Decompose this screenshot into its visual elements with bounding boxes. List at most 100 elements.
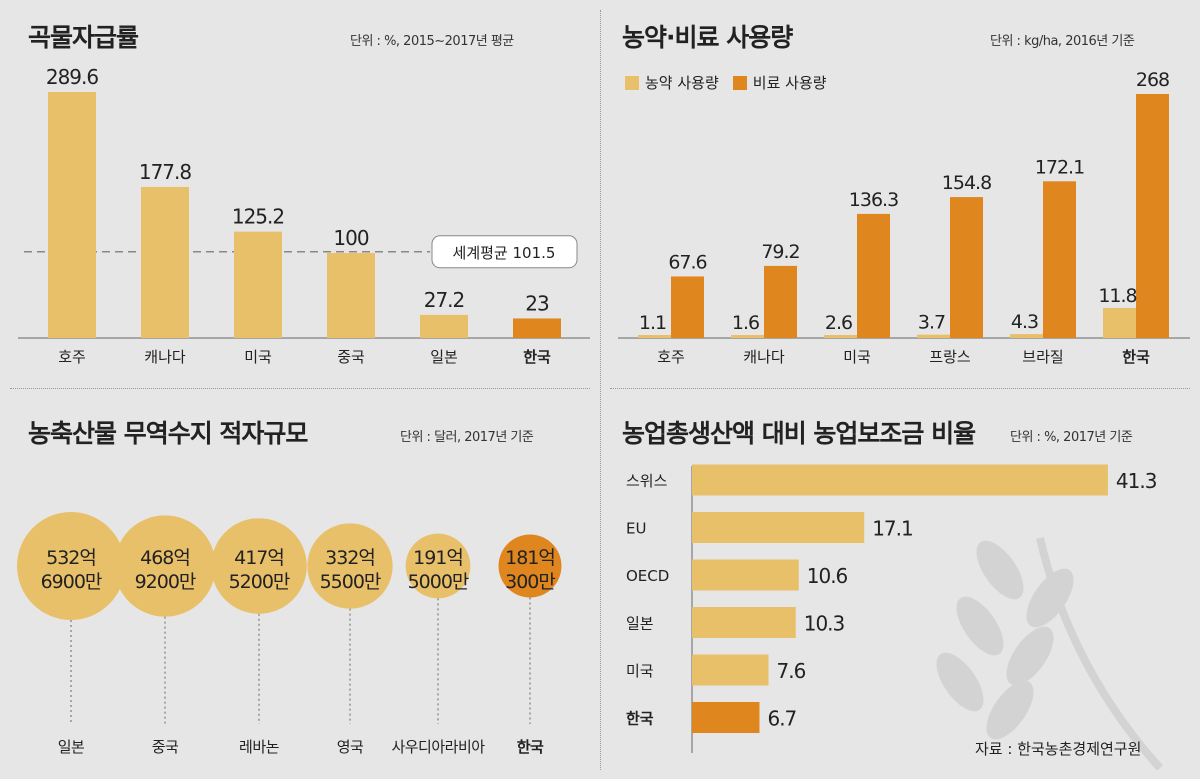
trade-value-line2-1: 9200만: [135, 571, 196, 593]
fert-fertilizer-label-0: 67.6: [668, 251, 706, 273]
fert-chart-title: 농약·비료 사용량: [622, 23, 793, 52]
fert-pesticide-label-4: 4.3: [1011, 311, 1038, 333]
fert-pesticide-label-3: 3.7: [918, 312, 945, 334]
grain-chart-unit: 단위 : %, 2015∼2017년 평균: [350, 34, 514, 49]
grain-category-label-5: 한국: [523, 348, 551, 366]
trade-category-label-0: 일본: [58, 738, 85, 756]
subsidy-value-label-5: 6.7: [767, 707, 796, 731]
grain-category-label-3: 중국: [337, 348, 365, 366]
fert-fertilizer-bar-0: [671, 276, 704, 338]
fert-pesticide-bar-4: [1010, 334, 1043, 338]
fert-category-label-1: 캐나다: [743, 348, 785, 366]
fert-fertilizer-label-1: 79.2: [761, 241, 799, 263]
wheat-stem: [1036, 537, 1163, 771]
trade-bubble-4: [405, 533, 471, 599]
grain-chart: 세계평균 101.5 289.6 호주 177.8 캐나다 125.2 미국 100 중국 27.…: [18, 65, 590, 366]
fert-pesticide-label-1: 1.6: [732, 312, 759, 334]
grain-chart-title: 곡물자급률: [28, 23, 139, 52]
fert-fertilizer-label-5: 268: [1136, 69, 1169, 91]
wheat-leaf-3: [1006, 626, 1054, 686]
trade-value-line1-0: 532억: [46, 547, 96, 569]
fert-legend: 농약 사용량 비료 사용량: [625, 72, 827, 93]
trade-bubble-5: [498, 534, 562, 598]
trade-value-line1-5: 181억: [505, 547, 555, 569]
grain-bar-0: [48, 92, 96, 338]
grain-bar-2: [234, 231, 282, 338]
fert-fertilizer-bar-3: [950, 197, 983, 338]
trade-bubble-0: [17, 512, 125, 620]
trade-chart-title: 농축산물 무역수지 적자규모: [28, 419, 308, 448]
fert-fertilizer-bar-5: [1136, 94, 1169, 338]
wheat-leaf-2: [1026, 568, 1074, 628]
fert-pesticide-bar-1: [731, 335, 764, 338]
subsidy-category-label-1: EU: [626, 520, 646, 538]
subsidy-value-label-2: 10.6: [807, 564, 848, 588]
fert-pesticide-bar-5: [1103, 307, 1136, 338]
grain-category-label-0: 호주: [58, 348, 86, 366]
grain-bar-1: [141, 186, 189, 338]
subsidy-category-label-0: 스위스: [626, 472, 668, 490]
trade-bubble-3: [307, 523, 393, 609]
legend-swatch-pesticide: [625, 75, 639, 90]
trade-value-line2-0: 6900만: [41, 571, 102, 593]
grain-category-label-2: 미국: [244, 348, 272, 366]
grain-value-label-0: 289.6: [46, 65, 99, 89]
trade-value-line1-1: 468억: [140, 547, 190, 569]
fert-category-label-5: 한국: [1122, 348, 1150, 366]
subsidy-bar-1: [692, 512, 865, 543]
grain-value-label-3: 100: [333, 226, 368, 250]
wheat-leaf-0: [976, 540, 1024, 600]
fert-category-label-4: 브라질: [1022, 348, 1063, 366]
subsidy-value-label-4: 7.6: [777, 659, 806, 683]
grain-category-label-1: 캐나다: [144, 348, 186, 366]
trade-category-label-3: 영국: [337, 738, 364, 756]
fert-pesticide-bar-3: [917, 334, 950, 338]
subsidy-bar-4: [692, 654, 769, 686]
grain-bar-3: [327, 253, 375, 338]
grain-value-label-1: 177.8: [139, 160, 192, 184]
grain-value-label-4: 27.2: [424, 288, 465, 312]
subsidy-bar-0: [692, 464, 1108, 496]
trade-value-line1-4: 191억: [413, 547, 463, 569]
fert-fertilizer-label-3: 154.8: [942, 172, 991, 194]
subsidy-value-label-1: 17.1: [872, 517, 913, 541]
grain-value-label-5: 23: [525, 291, 549, 315]
trade-bubble-2: [211, 518, 307, 614]
legend-label-pesticide: 농약 사용량: [645, 74, 719, 92]
fert-pesticide-bar-0: [638, 335, 671, 338]
subsidy-category-label-4: 미국: [626, 662, 654, 680]
fert-pesticide-label-0: 1.1: [639, 312, 666, 334]
fert-fertilizer-label-2: 136.3: [849, 189, 898, 211]
trade-value-line2-5: 300만: [505, 571, 555, 593]
subsidy-bar-5: [692, 702, 760, 733]
grain-category-label-4: 일본: [430, 348, 458, 366]
subsidy-value-label-0: 41.3: [1116, 469, 1157, 493]
fert-category-label-3: 프랑스: [929, 348, 971, 366]
subsidy-bar-2: [692, 559, 799, 591]
trade-bubble-1: [114, 515, 216, 617]
fert-pesticide-label-5: 11.8: [1098, 285, 1136, 307]
subsidy-category-label-5: 한국: [626, 710, 654, 728]
wheat-leaf-1: [956, 596, 1004, 656]
trade-category-label-5: 한국: [517, 738, 544, 756]
trade-value-line2-3: 5500만: [320, 571, 381, 593]
subsidy-bar-3: [692, 607, 796, 638]
trade-category-label-2: 레바논: [239, 738, 280, 756]
fert-category-label-0: 호주: [657, 348, 685, 366]
subsidy-chart-unit: 단위 : %, 2017년 기준: [1010, 430, 1133, 445]
wheat-leaf-5: [986, 680, 1034, 740]
fert-fertilizer-bar-1: [764, 265, 797, 338]
fert-fertilizer-bar-4: [1043, 181, 1076, 338]
trade-category-label-1: 중국: [152, 738, 179, 756]
grain-reference-label: 세계평균 101.5: [453, 244, 556, 262]
horizontal-divider-left: [10, 388, 590, 389]
trade-value-line1-2: 417억: [234, 547, 284, 569]
subsidy-chart: 41.3 스위스 17.1 EU 10.6 OECD 10.3 일본 7.6 미국 6.7 한국: [626, 464, 1163, 771]
subsidy-value-label-3: 10.3: [804, 612, 845, 636]
trade-value-line2-4: 5000만: [408, 571, 469, 593]
grain-bar-4: [420, 314, 468, 338]
trade-category-label-4: 사우디아라비아: [391, 738, 485, 756]
fert-pesticide-label-2: 2.6: [825, 312, 852, 334]
horizontal-divider-right: [610, 388, 1190, 389]
